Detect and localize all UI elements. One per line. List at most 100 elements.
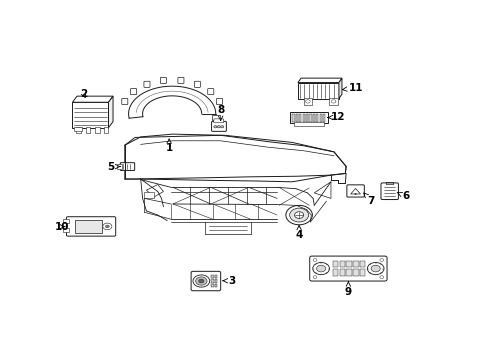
Text: 11: 11 [342, 83, 362, 93]
Bar [290, 112, 327, 123]
Bar [211, 115, 220, 120]
FancyBboxPatch shape [213, 119, 223, 123]
Text: 10: 10 [55, 222, 69, 232]
Text: 4: 4 [295, 225, 302, 240]
Bar [72, 102, 108, 128]
Bar [214, 284, 217, 287]
Bar [309, 114, 311, 122]
Bar [339, 261, 344, 267]
Bar [214, 275, 217, 278]
Bar [339, 269, 344, 276]
Bar [303, 98, 311, 105]
Circle shape [312, 262, 329, 275]
FancyBboxPatch shape [191, 271, 220, 291]
FancyBboxPatch shape [178, 77, 183, 84]
Bar [299, 114, 301, 122]
FancyBboxPatch shape [143, 81, 150, 87]
Bar [359, 269, 365, 276]
Bar [332, 261, 338, 267]
Bar [297, 82, 338, 99]
FancyBboxPatch shape [160, 77, 166, 84]
Bar [332, 269, 338, 276]
Polygon shape [314, 182, 330, 198]
Bar [292, 114, 294, 122]
Circle shape [379, 258, 383, 261]
Bar [294, 122, 323, 126]
Bar [117, 164, 122, 169]
Polygon shape [124, 135, 346, 179]
Bar [95, 127, 100, 133]
Circle shape [193, 275, 209, 287]
Polygon shape [338, 78, 341, 99]
Circle shape [366, 262, 383, 275]
Circle shape [354, 193, 356, 194]
Text: 9: 9 [344, 282, 351, 297]
FancyBboxPatch shape [309, 256, 386, 281]
Circle shape [312, 258, 316, 261]
Bar [75, 220, 102, 233]
FancyBboxPatch shape [380, 183, 398, 199]
Circle shape [294, 212, 303, 219]
Circle shape [213, 126, 217, 128]
Bar [305, 114, 307, 122]
Circle shape [312, 276, 316, 279]
Bar [359, 261, 365, 267]
Bar [353, 261, 358, 267]
Circle shape [331, 100, 335, 103]
Circle shape [198, 279, 203, 283]
Circle shape [316, 265, 325, 272]
FancyBboxPatch shape [216, 98, 222, 104]
Bar [312, 114, 314, 122]
Text: 2: 2 [80, 90, 87, 99]
Bar [211, 275, 213, 278]
Bar [323, 114, 325, 122]
Circle shape [285, 205, 312, 225]
Bar [316, 114, 318, 122]
FancyBboxPatch shape [122, 98, 127, 104]
Bar [103, 127, 108, 133]
Text: 8: 8 [217, 105, 224, 121]
Bar [74, 127, 82, 131]
Polygon shape [108, 96, 113, 128]
Bar [211, 279, 213, 283]
Bar [85, 127, 90, 133]
Bar [63, 228, 69, 232]
Circle shape [102, 223, 112, 230]
FancyBboxPatch shape [211, 121, 226, 131]
FancyBboxPatch shape [130, 89, 136, 95]
Bar [346, 269, 351, 276]
FancyBboxPatch shape [346, 185, 364, 197]
Bar [353, 269, 358, 276]
Circle shape [105, 225, 109, 228]
Text: 5: 5 [107, 162, 120, 172]
Bar [214, 279, 217, 283]
Circle shape [379, 276, 383, 279]
Bar [211, 284, 213, 287]
Bar [63, 219, 69, 223]
FancyBboxPatch shape [194, 81, 200, 87]
Bar [319, 114, 321, 122]
FancyBboxPatch shape [207, 89, 213, 95]
Bar [143, 192, 154, 198]
Circle shape [195, 277, 206, 285]
Circle shape [289, 208, 308, 222]
FancyBboxPatch shape [66, 217, 116, 236]
Circle shape [220, 126, 223, 128]
Circle shape [370, 265, 380, 272]
Bar [76, 127, 81, 133]
Text: 1: 1 [165, 139, 172, 153]
FancyBboxPatch shape [120, 163, 134, 170]
Text: 3: 3 [223, 276, 236, 286]
Text: 7: 7 [363, 193, 374, 206]
Text: 12: 12 [327, 112, 345, 122]
Polygon shape [72, 96, 113, 102]
Bar [295, 114, 297, 122]
Bar [329, 98, 337, 105]
Bar [346, 261, 351, 267]
Circle shape [217, 126, 220, 128]
Polygon shape [146, 185, 163, 197]
Polygon shape [350, 188, 360, 194]
Bar [302, 114, 304, 122]
Polygon shape [297, 78, 341, 82]
Text: 6: 6 [396, 192, 409, 202]
